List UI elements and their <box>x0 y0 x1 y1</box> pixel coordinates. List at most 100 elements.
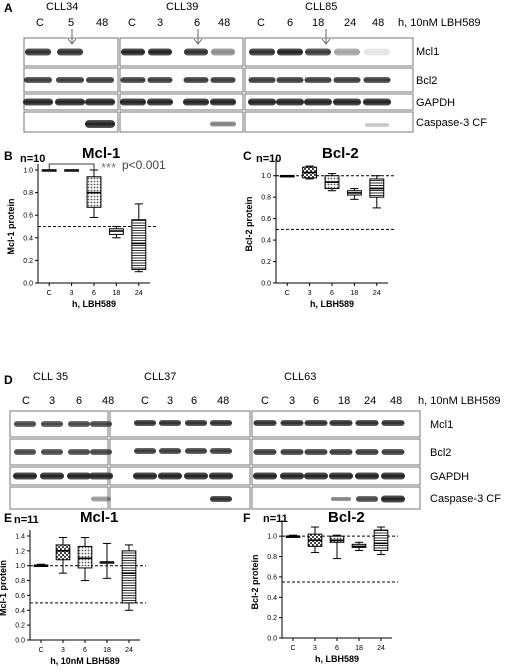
blot-band <box>40 472 64 480</box>
chart-c: C Bcl-2 n=10 0.0 0.2 0.4 0.6 0.8 1.0 C 3 6 18 24 h, LB… <box>243 145 394 309</box>
chart-title: Bcl-2 <box>322 145 359 162</box>
x-tick-label: C <box>47 290 52 297</box>
blot-band <box>381 472 405 480</box>
lane-label: 3 <box>157 17 163 29</box>
lane-label: 48 <box>102 395 114 407</box>
box-3 <box>55 536 71 574</box>
blot-band <box>148 48 172 56</box>
row-label-bcl2: Bcl2 <box>416 75 437 87</box>
row-label-mcl1: Mcl1 <box>430 419 453 431</box>
y-tick-label: 0.0 <box>261 281 271 288</box>
blot-band <box>355 449 379 455</box>
blot-band <box>304 420 328 426</box>
x-tick-label: 3 <box>313 645 317 652</box>
blot-band <box>210 448 232 454</box>
blot-band <box>147 77 173 83</box>
blot-band <box>304 77 332 83</box>
y-tick-label: 0.4 <box>261 238 271 245</box>
blot-band <box>211 48 235 56</box>
lane-label: 5 <box>68 17 74 29</box>
blot-band <box>210 98 236 106</box>
x-tick-label: 6 <box>92 290 96 297</box>
lane-label: C <box>22 395 30 407</box>
panel-a-letter: A <box>4 1 13 15</box>
y-tick-label: 0.6 <box>23 213 33 220</box>
blot-band <box>253 420 277 426</box>
y-tick-label: 0.8 <box>267 554 277 561</box>
y-tick-label: 0.0 <box>15 638 25 645</box>
box-C <box>279 174 295 178</box>
blot-band <box>185 448 207 454</box>
blot-band <box>85 120 115 128</box>
blot-band <box>331 497 351 501</box>
x-tick-label: 18 <box>355 645 363 652</box>
blot-band <box>333 77 361 83</box>
panel-letter: E <box>4 511 12 525</box>
blot-band <box>280 449 304 455</box>
y-tick-label: 0.2 <box>15 623 25 630</box>
x-tick-label: 3 <box>308 290 312 297</box>
blot-band <box>276 77 304 83</box>
lane-label: 6 <box>76 395 82 407</box>
blot-band <box>14 449 36 455</box>
blot-band <box>14 421 36 427</box>
panel-d-lane-labels: C 3 6 48 C 3 6 48 C 3 6 18 24 48 <box>22 395 402 407</box>
blot-band <box>365 123 389 127</box>
blot-band <box>67 472 91 480</box>
row-label-caspase: Caspase-3 CF <box>416 117 487 129</box>
blot-band <box>55 98 85 106</box>
p-value: p<0.001 <box>122 158 166 172</box>
blot-band <box>356 496 378 502</box>
box-18 <box>108 226 124 239</box>
y-tick-label: 0.4 <box>23 235 33 242</box>
lane-label: 6 <box>191 395 197 407</box>
box-plot-charts: B Mcl-1 n=10 0.0 0.2 0.4 0.6 0.8 1.0 C 3 6 18 24 h, LB… <box>0 145 398 666</box>
box-18 <box>99 542 115 579</box>
row-label-mcl1: Mcl1 <box>416 46 439 58</box>
blot-band <box>41 449 63 455</box>
lane-label: 24 <box>364 395 376 407</box>
blot-band <box>209 472 233 480</box>
x-tick-label: 24 <box>135 290 143 297</box>
blot-band <box>210 420 232 426</box>
blot-band <box>85 98 115 106</box>
row-label-bcl2: Bcl2 <box>430 447 451 459</box>
x-tick-label: 3 <box>70 290 74 297</box>
lane-label: C <box>141 395 149 407</box>
lane-label: C <box>261 395 269 407</box>
box-3 <box>302 165 318 180</box>
blot-band <box>120 98 146 106</box>
chart-b: B Mcl-1 n=10 0.0 0.2 0.4 0.6 0.8 1.0 C 3 6 18 24 h, LB… <box>4 145 166 309</box>
blot-band <box>134 420 156 426</box>
panel-d-bands <box>13 420 405 503</box>
box-18 <box>346 188 362 200</box>
panel-letter: B <box>4 149 13 163</box>
y-tick-label: 1.2 <box>15 548 25 555</box>
y-tick-label: 0.6 <box>267 574 277 581</box>
box <box>329 535 345 543</box>
x-tick-label: 18 <box>113 290 121 297</box>
y-tick-label: 0.4 <box>15 608 25 615</box>
blot-band <box>25 48 51 56</box>
x-tick-label: 6 <box>83 647 87 654</box>
cell-line-cll63: CLL63 <box>284 371 316 383</box>
panel-a: A CLL34 CLL39 CLL85 C 5 48 C 3 6 48 C 6 … <box>4 1 487 133</box>
blot-band <box>363 98 391 106</box>
lane-label: C <box>36 17 44 29</box>
cell-line-cll37: CLL37 <box>144 371 176 383</box>
arrow-icon <box>67 29 77 45</box>
significance-bracket <box>48 163 95 177</box>
blot-band <box>120 77 146 83</box>
blot-band <box>24 77 52 83</box>
x-axis-label: h, 10nM LBH589 <box>50 656 120 666</box>
x-tick-label: 24 <box>125 647 133 654</box>
panel-d-row-labels: Mcl1 Bcl2 GAPDH Caspase-3 CF <box>430 419 501 505</box>
panel-a-blot-frames <box>23 37 414 133</box>
box-18 <box>351 541 367 551</box>
y-tick-label: 0.2 <box>261 259 271 266</box>
blot-band <box>185 420 207 426</box>
blot-band <box>329 420 353 426</box>
box <box>121 550 137 604</box>
y-tick-label: 0.6 <box>261 216 271 223</box>
